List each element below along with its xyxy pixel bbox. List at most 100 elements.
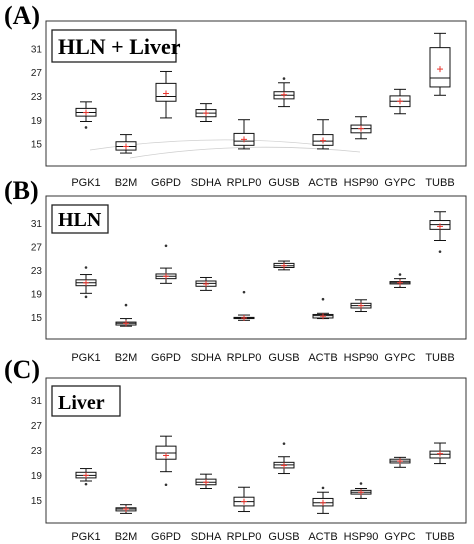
- box-pgk1: [75, 266, 97, 299]
- category-label: TUBB: [425, 531, 454, 543]
- outlier-point: [124, 303, 128, 307]
- box-g6pd: [155, 244, 177, 284]
- panel-c-title-box: [51, 385, 121, 417]
- category-label: G6PD: [151, 531, 181, 543]
- panel-a-frame: [45, 20, 467, 167]
- y-tick-label: 15: [31, 313, 43, 324]
- panel-b-x-axis-labels: PGK1 B2M G6PD SDHA RPLP0 GUSB ACTB HSP90 GYPC TUB…: [71, 352, 454, 364]
- y-tick-label: 19: [31, 289, 43, 300]
- panel-c: (C) Liver 15 19 23 27 31 PGK1 B2M G6PD SDHA RPLP…: [4, 355, 467, 543]
- category-label: HSP90: [344, 531, 379, 543]
- category-label: PGK1: [71, 177, 100, 189]
- box-actb: [312, 119, 334, 150]
- box-sdha: [195, 103, 217, 122]
- y-tick-label: 15: [31, 140, 43, 151]
- category-label: B2M: [115, 352, 138, 364]
- box-b2m: [115, 504, 137, 514]
- category-label: GUSB: [268, 177, 299, 189]
- box-sdha: [195, 276, 217, 291]
- box-actb: [312, 297, 334, 320]
- y-tick-label: 19: [31, 116, 43, 127]
- panel-b-title: HLN: [58, 209, 102, 231]
- category-label: PGK1: [71, 352, 100, 364]
- category-label: GUSB: [268, 352, 299, 364]
- box-gusb: [273, 442, 295, 475]
- panel-c-title: Liver: [58, 392, 105, 414]
- category-label: GYPC: [384, 352, 415, 364]
- outlier-point: [84, 482, 88, 486]
- box-sdha: [195, 473, 217, 489]
- panel-a-plot: [75, 32, 451, 154]
- category-label: GYPC: [384, 531, 415, 543]
- category-label: TUBB: [425, 352, 454, 364]
- panel-b-y-axis-ticks: 15 19 23 27 31: [31, 219, 43, 324]
- category-label: ACTB: [308, 352, 337, 364]
- outlier-point: [84, 126, 88, 129]
- box-tubb: [429, 442, 451, 465]
- box-actb: [312, 486, 334, 514]
- box-hsp90: [350, 116, 372, 140]
- panel-b-tag: (B): [4, 176, 39, 205]
- category-label: ACTB: [308, 177, 337, 189]
- y-tick-label: 23: [31, 92, 43, 103]
- category-label: G6PD: [151, 352, 181, 364]
- outlier-point: [438, 250, 442, 253]
- panel-b-plot: [75, 211, 451, 327]
- y-tick-label: 23: [31, 446, 43, 457]
- y-tick-label: 27: [31, 68, 43, 79]
- outlier-point: [398, 273, 402, 276]
- panel-b-frame: [45, 195, 467, 340]
- box-b2m: [115, 134, 137, 154]
- box-gusb: [273, 260, 295, 271]
- box-gypc: [389, 273, 411, 288]
- outlier-point: [164, 483, 168, 487]
- outlier-point: [242, 290, 246, 294]
- category-label: SDHA: [191, 352, 222, 364]
- y-tick-label: 19: [31, 471, 43, 482]
- category-label: G6PD: [151, 177, 181, 189]
- y-tick-label: 23: [31, 266, 43, 277]
- category-label: HSP90: [344, 177, 379, 189]
- box-tubb: [429, 32, 451, 96]
- box-g6pd: [155, 70, 177, 119]
- outlier-point: [282, 442, 286, 445]
- panel-b: (B) HLN 15 19 23 27 31 PGK1 B2M G6PD SDHA RPLP0 G…: [4, 176, 467, 364]
- box-gypc: [389, 88, 411, 115]
- category-label: B2M: [115, 177, 138, 189]
- box-pgk1: [75, 468, 97, 486]
- panel-c-frame: [45, 377, 467, 524]
- y-tick-label: 31: [31, 396, 43, 407]
- y-tick-label: 27: [31, 421, 43, 432]
- panel-c-tag: (C): [4, 355, 40, 384]
- outlier-point: [359, 482, 363, 485]
- category-label: TUBB: [425, 177, 454, 189]
- outlier-point: [84, 266, 88, 269]
- box-rplp0: [233, 486, 255, 513]
- panel-a-y-axis-ticks: 15 19 23 27 31: [31, 44, 43, 150]
- panel-a-decorative-curve-2: [129, 146, 361, 159]
- panel-c-plot: [75, 435, 451, 514]
- box-pgk1: [75, 101, 97, 129]
- category-label: SDHA: [191, 531, 222, 543]
- category-label: RPLP0: [227, 177, 262, 189]
- box-gusb: [273, 77, 295, 108]
- category-label: GUSB: [268, 531, 299, 543]
- outlier-point: [321, 486, 325, 490]
- y-tick-label: 15: [31, 496, 43, 507]
- panel-a-x-axis-labels: PGK1 B2M G6PD SDHA RPLP0 GUSB ACTB HSP90 GYPC TUB…: [71, 177, 454, 189]
- box-rplp0: [233, 119, 255, 150]
- box-rplp0: [233, 290, 255, 321]
- category-label: ACTB: [308, 531, 337, 543]
- panel-a-tag: (A): [4, 1, 40, 30]
- panel-b-title-box: [51, 204, 109, 234]
- outlier-point: [282, 77, 286, 80]
- y-tick-label: 31: [31, 44, 43, 55]
- panel-a: (A) HLN + Liver 15 19 23 27 31 PGK1 B2M G6PD SD…: [4, 1, 467, 189]
- category-label: RPLP0: [227, 531, 262, 543]
- panel-a-title-box: [51, 29, 177, 63]
- box-hsp90: [350, 482, 372, 499]
- category-label: B2M: [115, 531, 138, 543]
- category-label: HSP90: [344, 352, 379, 364]
- y-tick-label: 27: [31, 242, 43, 253]
